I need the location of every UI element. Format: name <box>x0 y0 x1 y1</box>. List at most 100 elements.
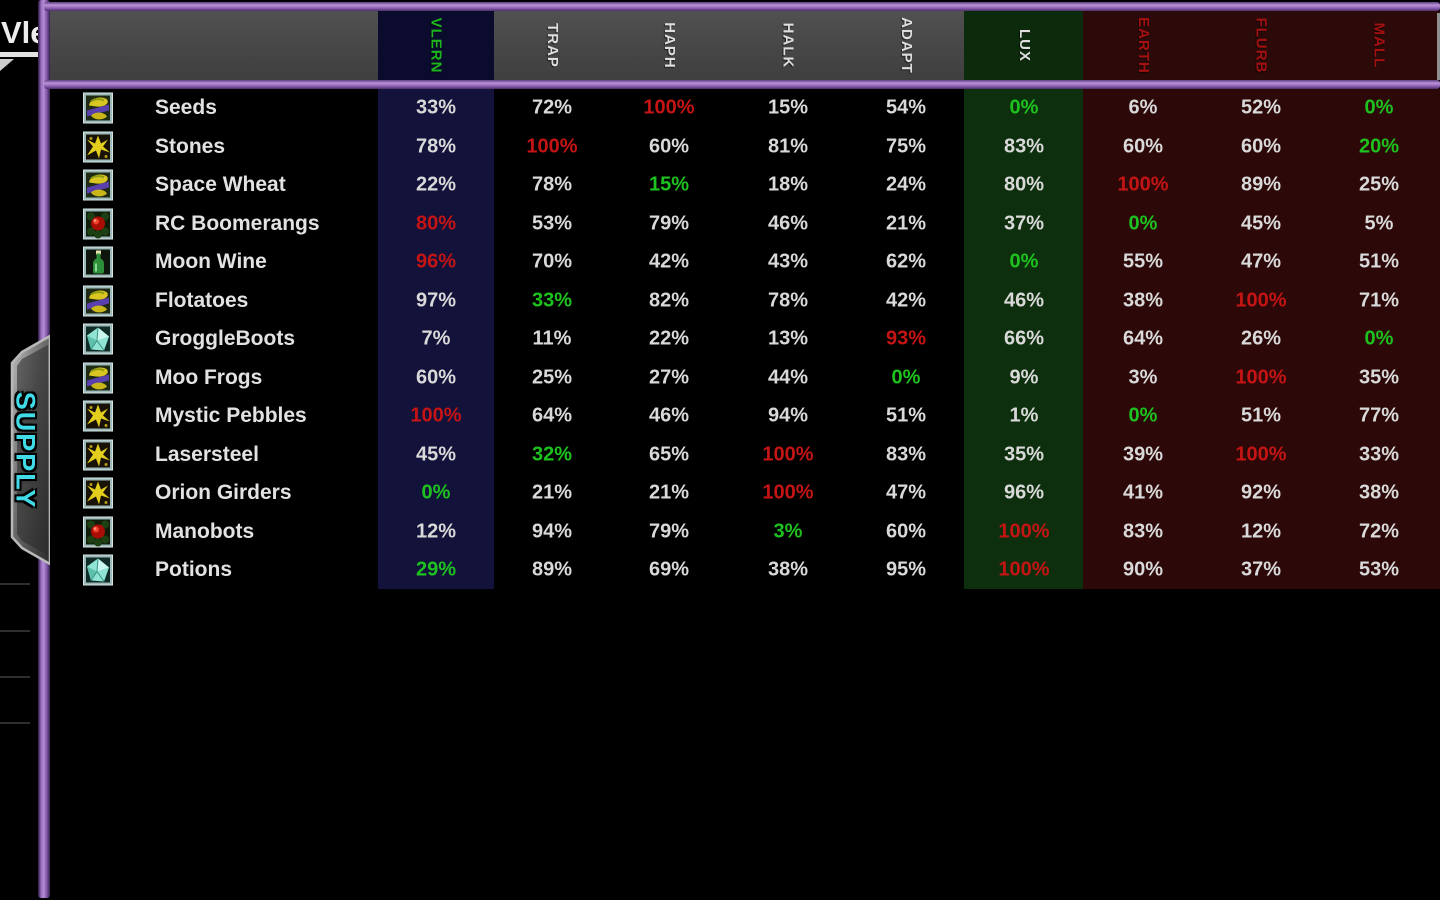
table-row[interactable]: Space Wheat 22% 78% 15% 18% 24% 80% 100% 89% 25% <box>0 166 1440 205</box>
ore-icon <box>83 131 113 163</box>
supply-value: 46% <box>767 212 809 235</box>
commodity-name: Stones <box>155 134 226 158</box>
system-name-button[interactable]: Vle <box>1 15 38 50</box>
supply-value: 64% <box>531 404 573 427</box>
supply-value: 3% <box>773 520 803 543</box>
ore-icon <box>83 439 113 471</box>
column-header-label: LUX <box>1015 29 1033 62</box>
supply-value: 60% <box>885 520 927 543</box>
supply-value: 60% <box>1122 135 1164 158</box>
supply-value: 95% <box>885 558 927 581</box>
supply-value: 78% <box>767 289 809 312</box>
gem-icon <box>83 554 113 586</box>
column-header-label: FLURB <box>1252 17 1270 74</box>
rail-separator <box>0 676 30 678</box>
commodity-name: RC Boomerangs <box>155 211 320 235</box>
header-edge-strip <box>1437 13 1440 80</box>
tab-edge-decoration <box>0 59 14 71</box>
supply-value: 72% <box>1358 520 1400 543</box>
supply-value: 66% <box>1003 327 1045 350</box>
supply-value: 79% <box>648 212 690 235</box>
supply-value: 0% <box>421 481 451 504</box>
supply-value: 100% <box>410 404 462 427</box>
supply-value: 100% <box>643 96 695 119</box>
table-row[interactable]: Moo Frogs 60% 25% 27% 44% 0% 9% 3% 100% 35% <box>0 359 1440 398</box>
column-header-mall[interactable]: MALL <box>1344 11 1414 80</box>
supply-value: 13% <box>767 327 809 350</box>
supply-value: 64% <box>1122 327 1164 350</box>
supply-value: 33% <box>1358 443 1400 466</box>
supply-value: 51% <box>1240 404 1282 427</box>
column-band-earth-flurb-mall <box>1083 89 1440 589</box>
supply-value: 83% <box>1003 135 1045 158</box>
supply-value: 22% <box>648 327 690 350</box>
frame-top-border <box>44 2 1440 11</box>
table-row[interactable]: Mystic Pebbles 100% 64% 46% 94% 51% 1% 0% 51% 77% <box>0 397 1440 436</box>
supply-value: 11% <box>532 327 572 350</box>
supply-value: 0% <box>891 366 921 389</box>
table-row[interactable]: Lasersteel 45% 32% 65% 100% 83% 35% 39% 100% 33% <box>0 436 1440 475</box>
column-header-haph[interactable]: HAPH <box>634 11 704 80</box>
table-row[interactable]: Orion Girders 0% 21% 21% 100% 47% 96% 41% 92% 38% <box>0 474 1440 513</box>
column-header-trap[interactable]: TRAP <box>517 11 587 80</box>
commodity-name: Seeds <box>155 96 217 120</box>
commodity-name: Mystic Pebbles <box>155 404 307 428</box>
supply-value: 92% <box>1240 481 1282 504</box>
column-header-adapt[interactable]: ADAPT <box>871 11 941 80</box>
table-row[interactable]: Moon Wine 96% 70% 42% 43% 62% 0% 55% 47% 51% <box>0 243 1440 282</box>
table-row[interactable]: Flotatoes 97% 33% 82% 78% 42% 46% 38% 100% 71% <box>0 282 1440 321</box>
supply-value: 100% <box>762 481 814 504</box>
supply-value: 29% <box>415 558 457 581</box>
column-header-earth[interactable]: EARTH <box>1108 11 1178 80</box>
supply-value: 21% <box>648 481 690 504</box>
supply-value: 33% <box>531 289 573 312</box>
supply-value: 21% <box>885 212 927 235</box>
column-header-vlern[interactable]: VLERN <box>401 11 471 80</box>
supply-value: 7% <box>421 327 451 350</box>
column-header-label: EARTH <box>1134 17 1152 74</box>
supply-value: 32% <box>531 443 573 466</box>
column-header-halk[interactable]: HALK <box>753 11 823 80</box>
supply-value: 94% <box>767 404 809 427</box>
supply-value: 89% <box>1240 173 1282 196</box>
plant-icon <box>83 92 113 124</box>
supply-value: 75% <box>885 135 927 158</box>
commodity-name: GroggleBoots <box>155 327 295 351</box>
supply-value: 38% <box>1122 289 1164 312</box>
supply-value: 81% <box>767 135 809 158</box>
supply-value: 24% <box>885 173 927 196</box>
column-header-label: HAPH <box>660 22 678 69</box>
supply-value: 35% <box>1003 443 1045 466</box>
commodity-name: Moo Frogs <box>155 365 263 389</box>
table-row[interactable]: Stones 78% 100% 60% 81% 75% 83% 60% 60% 20% <box>0 128 1440 167</box>
table-row[interactable]: Manobots 12% 94% 79% 3% 60% 100% 83% 12% 72% <box>0 513 1440 552</box>
supply-value: 22% <box>415 173 457 196</box>
commodity-name: Space Wheat <box>155 173 286 197</box>
column-header-flurb[interactable]: FLURB <box>1226 11 1296 80</box>
table-row[interactable]: GroggleBoots 7% 11% 22% 13% 93% 66% 64% 26% 0% <box>0 320 1440 359</box>
supply-value: 26% <box>1240 327 1282 350</box>
supply-value: 53% <box>1358 558 1400 581</box>
commodity-name: Manobots <box>155 519 255 543</box>
supply-value: 97% <box>415 289 457 312</box>
supply-value: 90% <box>1122 558 1164 581</box>
supply-value: 0% <box>1128 404 1158 427</box>
plant-icon <box>83 169 113 201</box>
table-row[interactable]: RC Boomerangs 80% 53% 79% 46% 21% 37% 0% 45% 5% <box>0 205 1440 244</box>
supply-tab-shape <box>10 333 52 567</box>
commodity-name: Lasersteel <box>155 442 259 466</box>
column-header-lux[interactable]: LUX <box>989 11 1059 80</box>
supply-tab[interactable] <box>0 333 52 567</box>
header-band-earth-flurb-mall <box>1083 11 1440 80</box>
sphere-icon <box>83 208 113 240</box>
supply-value: 54% <box>885 96 927 119</box>
supply-value: 100% <box>1235 366 1287 389</box>
supply-value: 15% <box>767 96 809 119</box>
frame-header-border <box>44 80 1440 89</box>
supply-value: 43% <box>767 250 809 273</box>
supply-value: 46% <box>1003 289 1045 312</box>
table-row[interactable]: Seeds 33% 72% 100% 15% 54% 0% 6% 52% 0% <box>0 89 1440 128</box>
table-row[interactable]: Potions 29% 89% 69% 38% 95% 100% 90% 37% 53% <box>0 551 1440 590</box>
gem-icon <box>83 323 113 355</box>
